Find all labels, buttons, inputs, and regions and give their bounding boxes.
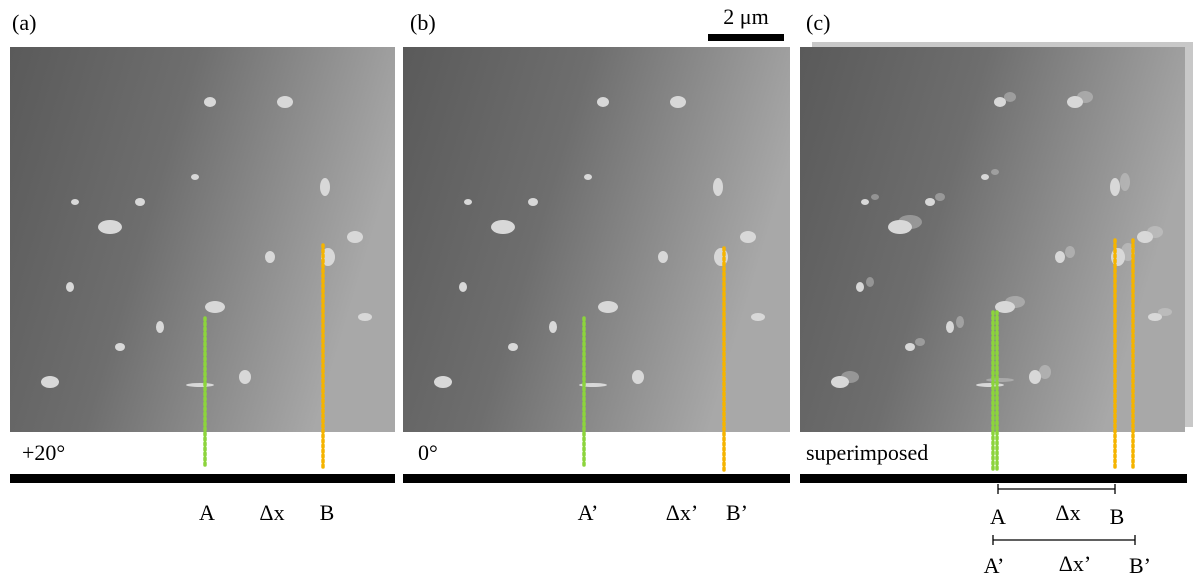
- baseline-bar: [10, 474, 395, 483]
- caption-strip: [10, 432, 395, 474]
- panel-label: (b): [410, 10, 436, 35]
- image-b: [403, 47, 790, 432]
- annotation: B’: [1129, 553, 1151, 577]
- annotation: Δx: [1055, 500, 1080, 525]
- panel-label: (c): [806, 10, 830, 35]
- brackets: [992, 484, 1136, 545]
- annotation: Δx’: [666, 500, 698, 525]
- scale-bar: [708, 34, 784, 41]
- panel-caption: +20°: [22, 440, 65, 465]
- caption-strip: [403, 432, 790, 474]
- panel-caption: 0°: [418, 440, 438, 465]
- annotation: A’: [578, 500, 599, 525]
- annotation: A: [199, 500, 215, 525]
- annotation: Δx’: [1059, 551, 1091, 576]
- baseline-bar: [800, 474, 1187, 483]
- annotation: B’: [726, 500, 748, 525]
- markers: [203, 238, 1135, 472]
- annotations: A Δx B A’ Δx’ B’ A Δx B A’ Δx’ B’: [199, 500, 1151, 577]
- annotation: A’: [984, 553, 1005, 577]
- annotation: B: [320, 500, 335, 525]
- annotation: Δx: [259, 500, 284, 525]
- annotation: B: [1110, 504, 1125, 529]
- panel-label: (a): [12, 10, 36, 35]
- image-a: [10, 47, 395, 432]
- panel-caption: superimposed: [806, 440, 928, 465]
- scale-bar-label: 2 μm: [723, 4, 768, 29]
- baseline-bar: [403, 474, 790, 483]
- annotation: A: [990, 504, 1006, 529]
